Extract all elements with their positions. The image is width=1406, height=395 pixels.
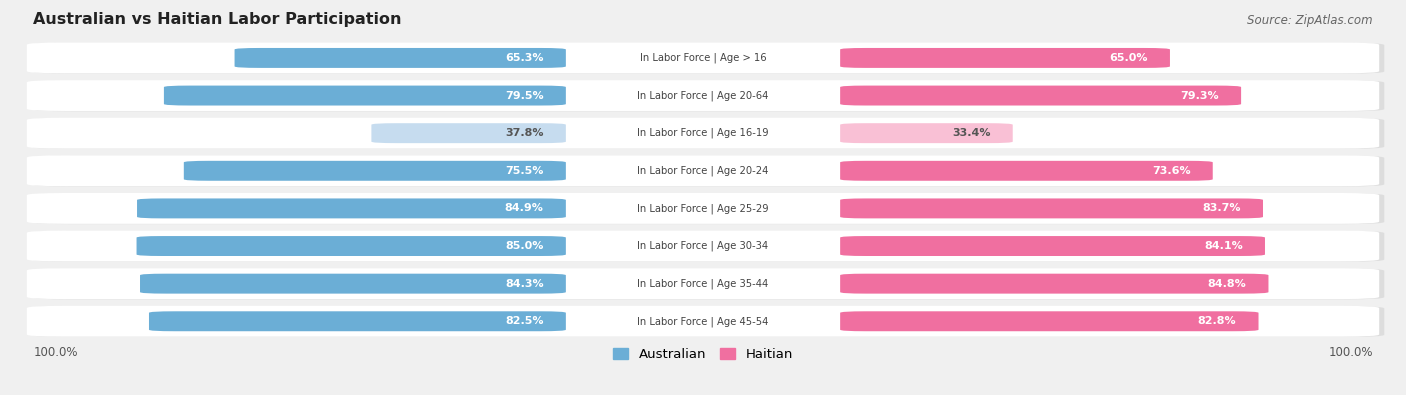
FancyBboxPatch shape [27,306,1379,337]
Text: Source: ZipAtlas.com: Source: ZipAtlas.com [1247,14,1372,27]
FancyBboxPatch shape [841,123,1012,143]
Text: In Labor Force | Age 35-44: In Labor Force | Age 35-44 [637,278,769,289]
Text: 37.8%: 37.8% [505,128,544,138]
Text: In Labor Force | Age 30-34: In Labor Force | Age 30-34 [637,241,769,251]
Text: 75.5%: 75.5% [505,166,544,176]
Text: 65.0%: 65.0% [1109,53,1147,63]
FancyBboxPatch shape [27,155,1379,186]
FancyBboxPatch shape [184,161,565,181]
Text: 85.0%: 85.0% [505,241,544,251]
FancyBboxPatch shape [27,231,1379,261]
FancyBboxPatch shape [27,193,1379,224]
Text: In Labor Force | Age 20-64: In Labor Force | Age 20-64 [637,90,769,101]
Text: 79.5%: 79.5% [505,90,544,101]
FancyBboxPatch shape [371,123,565,143]
Text: In Labor Force | Age 20-24: In Labor Force | Age 20-24 [637,166,769,176]
Text: 73.6%: 73.6% [1152,166,1191,176]
Text: In Labor Force | Age 16-19: In Labor Force | Age 16-19 [637,128,769,138]
FancyBboxPatch shape [32,43,1385,73]
FancyBboxPatch shape [136,198,565,218]
Text: 82.5%: 82.5% [505,316,544,326]
Text: 83.7%: 83.7% [1202,203,1240,213]
Text: In Labor Force | Age 25-29: In Labor Force | Age 25-29 [637,203,769,214]
FancyBboxPatch shape [165,86,565,105]
Text: 84.8%: 84.8% [1208,278,1246,289]
FancyBboxPatch shape [235,48,565,68]
Text: 100.0%: 100.0% [34,346,77,359]
FancyBboxPatch shape [32,156,1385,186]
FancyBboxPatch shape [27,118,1379,149]
Text: 33.4%: 33.4% [952,128,990,138]
FancyBboxPatch shape [32,193,1385,224]
FancyBboxPatch shape [27,268,1379,299]
Text: 84.3%: 84.3% [505,278,544,289]
FancyBboxPatch shape [841,274,1268,293]
FancyBboxPatch shape [841,198,1263,218]
FancyBboxPatch shape [32,118,1385,149]
Text: 79.3%: 79.3% [1180,90,1219,101]
Text: 84.9%: 84.9% [505,203,544,213]
FancyBboxPatch shape [149,311,565,331]
FancyBboxPatch shape [841,86,1241,105]
FancyBboxPatch shape [136,236,565,256]
Text: In Labor Force | Age 45-54: In Labor Force | Age 45-54 [637,316,769,327]
Text: In Labor Force | Age > 16: In Labor Force | Age > 16 [640,53,766,63]
FancyBboxPatch shape [32,306,1385,337]
FancyBboxPatch shape [27,80,1379,111]
Text: 100.0%: 100.0% [1329,346,1372,359]
FancyBboxPatch shape [32,269,1385,299]
Text: 65.3%: 65.3% [505,53,544,63]
FancyBboxPatch shape [27,43,1379,73]
FancyBboxPatch shape [141,274,565,293]
Text: Australian vs Haitian Labor Participation: Australian vs Haitian Labor Participatio… [34,12,402,27]
FancyBboxPatch shape [841,236,1265,256]
Text: 84.1%: 84.1% [1204,241,1243,251]
FancyBboxPatch shape [841,48,1170,68]
Legend: Australian, Haitian: Australian, Haitian [607,343,799,366]
FancyBboxPatch shape [32,231,1385,262]
FancyBboxPatch shape [32,81,1385,111]
FancyBboxPatch shape [841,311,1258,331]
Text: 82.8%: 82.8% [1198,316,1236,326]
FancyBboxPatch shape [841,161,1213,181]
